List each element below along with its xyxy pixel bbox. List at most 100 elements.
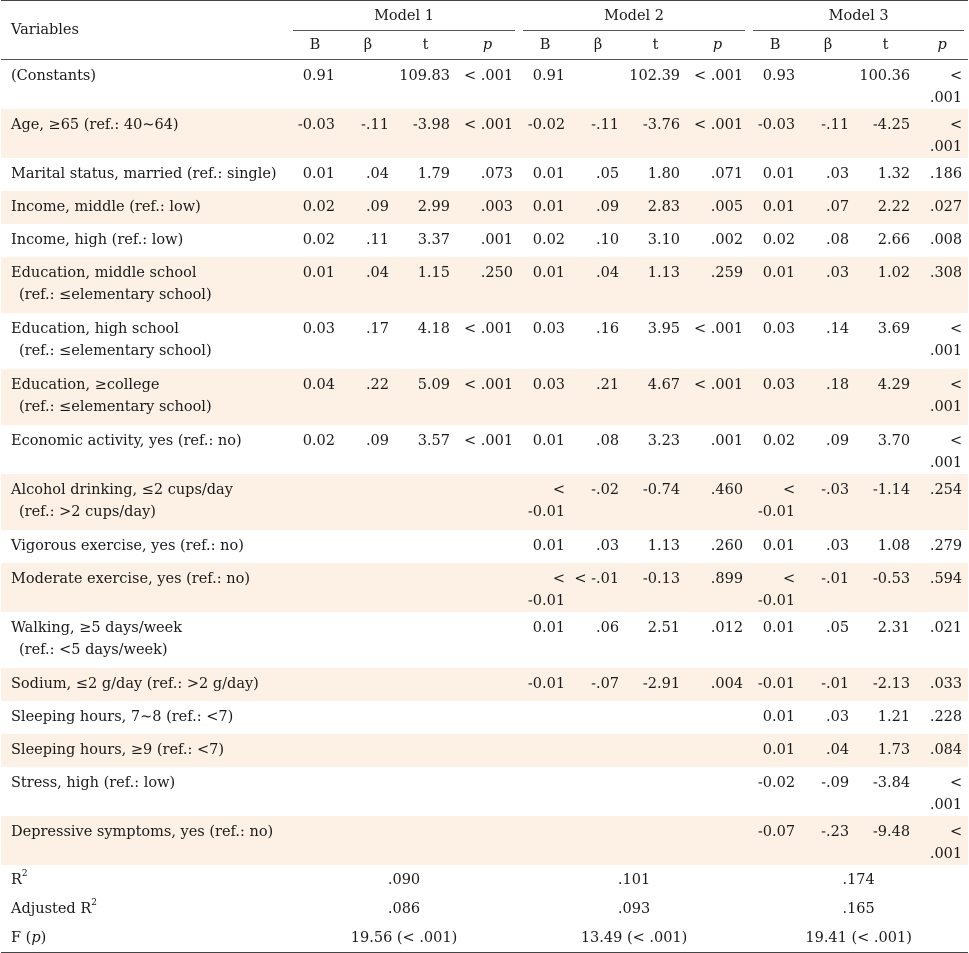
cell-beta-m1: [341, 668, 395, 701]
row-label: Sleeping hours, ≥9 (ref.: <7): [1, 734, 289, 767]
row-label: Stress, high (ref.: low): [1, 767, 289, 816]
row-label-line: (Constants): [11, 68, 96, 84]
cell-t-m1: [395, 816, 456, 865]
cell-t-m1: 3.57: [417, 433, 450, 449]
cell-beta-m3: -.11: [801, 109, 856, 158]
model-3-header: Model 3: [749, 1, 968, 31]
table-row: Age, ≥65 (ref.: 40~64) -0.03 -.11 -3.98 < .0…: [1, 109, 969, 158]
table-body: (Constants) 0.91 109.83 < .001 0.91 102.39 < .…: [1, 60, 969, 865]
cell-t-m3: -4.25: [855, 109, 917, 158]
cell-b-m3: 0.03: [749, 369, 802, 425]
row-label: Income, high (ref.: low): [1, 224, 289, 257]
cell-t-m2: -3.76: [625, 109, 687, 158]
row-label-line: Education, high school: [11, 321, 179, 337]
table-row: Sodium, ≤2 g/day (ref.: >2 g/day) -0.01 -.…: [1, 668, 969, 701]
cell-p-m2: .001: [710, 433, 744, 449]
cell-beta-m2: .06: [595, 620, 620, 636]
cell-beta-m1: .11: [365, 232, 389, 248]
table-row: Education, high school (ref.: ≤elementary…: [1, 313, 968, 369]
cell-b-m2: 0.01: [519, 191, 572, 224]
cell-beta-m1: .09: [341, 191, 395, 224]
cell-p-m1: .250: [456, 257, 520, 313]
cell-p-m3: < .001: [929, 321, 963, 359]
row-label-line: Walking, ≥5 days/week: [11, 620, 182, 636]
cell-p-m3: .084: [916, 734, 969, 767]
cell-beta-m2: .10: [595, 232, 620, 248]
cell-beta-m1: .22: [341, 369, 395, 425]
f-statistic-model-2: 13.49 (< .001): [580, 929, 688, 946]
cell-beta-m3: .07: [801, 191, 856, 224]
f-statistic-model-3: 19.41 (< .001): [805, 929, 912, 946]
cell-beta-m3: .03: [826, 538, 850, 554]
cell-t-m1: 109.83: [399, 68, 450, 84]
row-label: Walking, ≥5 days/week (ref.: <5 days/week…: [1, 612, 289, 668]
cell-p-m2: .012: [710, 620, 744, 636]
row-label-reference: (ref.: >2 cups/day): [19, 504, 156, 520]
row-label-line: Age, ≥65 (ref.: 40~64): [11, 117, 179, 133]
r2-model-2: .101: [617, 871, 651, 888]
cell-t-m3: 2.22: [855, 191, 917, 224]
cell-p-m2: .259: [686, 257, 750, 313]
cell-t-m1: [395, 474, 456, 530]
subcol-p-model-3: p: [916, 31, 969, 60]
cell-t-m2: [625, 734, 687, 767]
cell-beta-m1: [341, 816, 395, 865]
subcol-t-model-2: t: [625, 31, 687, 60]
cell-b-m1: 0.02: [289, 191, 341, 224]
r2-row: R2 .090 .101 .174: [1, 865, 968, 894]
cell-b-m3: -0.02: [757, 775, 796, 791]
subcol-b-model-1: B: [289, 31, 341, 60]
f-statistic-model-1: 19.56 (< .001): [350, 929, 458, 946]
cell-p-m3: < .001: [916, 109, 969, 158]
cell-t-m3: 3.69: [877, 321, 911, 337]
cell-beta-m3: -.09: [821, 775, 850, 791]
cell-p-m1: < .001: [464, 68, 514, 84]
table-row: Sleeping hours, ≥9 (ref.: <7) 0.01.04 1.73…: [1, 734, 969, 767]
cell-p-m3: .254: [916, 474, 969, 530]
cell-beta-m3: .09: [826, 433, 850, 449]
cell-beta-m2: [571, 767, 625, 816]
cell-b-m3: -0.03: [749, 109, 802, 158]
cell-t-m2: 1.13: [647, 538, 681, 554]
cell-p-m3: < .001: [929, 68, 963, 106]
row-label-line: Sodium, ≤2 g/day (ref.: >2 g/day): [11, 676, 259, 692]
row-label: Marital status, married (ref.: single): [1, 158, 289, 191]
cell-t-m3: 4.29: [855, 369, 917, 425]
cell-p-m1: .073: [480, 166, 514, 182]
cell-beta-m1: [341, 474, 395, 530]
row-label: Moderate exercise, yes (ref.: no): [1, 563, 289, 612]
cell-t-m1: [395, 734, 456, 767]
cell-beta-m3: .04: [801, 734, 856, 767]
cell-p-m3: .228: [929, 709, 963, 725]
cell-beta-m3: .08: [826, 232, 850, 248]
cell-b-m1: 0.01: [302, 166, 335, 182]
cell-b-m1: 0.02: [302, 232, 335, 248]
cell-b-m3: 0.01: [762, 620, 796, 636]
cell-t-m2: 2.51: [647, 620, 681, 636]
cell-beta-m2: -.07: [571, 668, 626, 701]
row-label-line: Sleeping hours, 7~8 (ref.: <7): [11, 709, 234, 725]
cell-b-m2: 0.03: [519, 369, 572, 425]
row-label: Depressive symptoms, yes (ref.: no): [1, 816, 289, 865]
cell-p-m2: .899: [686, 563, 750, 612]
cell-b-m1: 0.01: [289, 257, 341, 313]
cell-p-m1: < .001: [464, 321, 514, 337]
row-label-line: Education, ≥college: [11, 377, 160, 393]
cell-beta-m2: [571, 701, 625, 734]
cell-b-m2: [519, 767, 571, 816]
cell-b-m2: 0.91: [532, 68, 566, 84]
cell-b-m3: 0.01: [762, 166, 796, 182]
r2-model-3: .174: [842, 871, 875, 888]
adjusted-r2-model-2: .093: [617, 900, 651, 917]
cell-beta-m2: [571, 734, 626, 767]
cell-t-m2: 4.67: [625, 369, 687, 425]
cell-t-m3: 1.08: [877, 538, 911, 554]
r2-model-1: .090: [387, 871, 421, 888]
row-label: Vigorous exercise, yes (ref.: no): [1, 530, 289, 563]
subcol-b-model-3: B: [749, 31, 802, 60]
cell-b-m2: 0.02: [532, 232, 566, 248]
cell-p-m2: .004: [686, 668, 750, 701]
table-row: Economic activity, yes (ref.: no) 0.02 .09…: [1, 425, 968, 474]
f-statistic-row: F (p) 19.56 (< .001) 13.49 (< .001) 19.4…: [1, 923, 968, 953]
